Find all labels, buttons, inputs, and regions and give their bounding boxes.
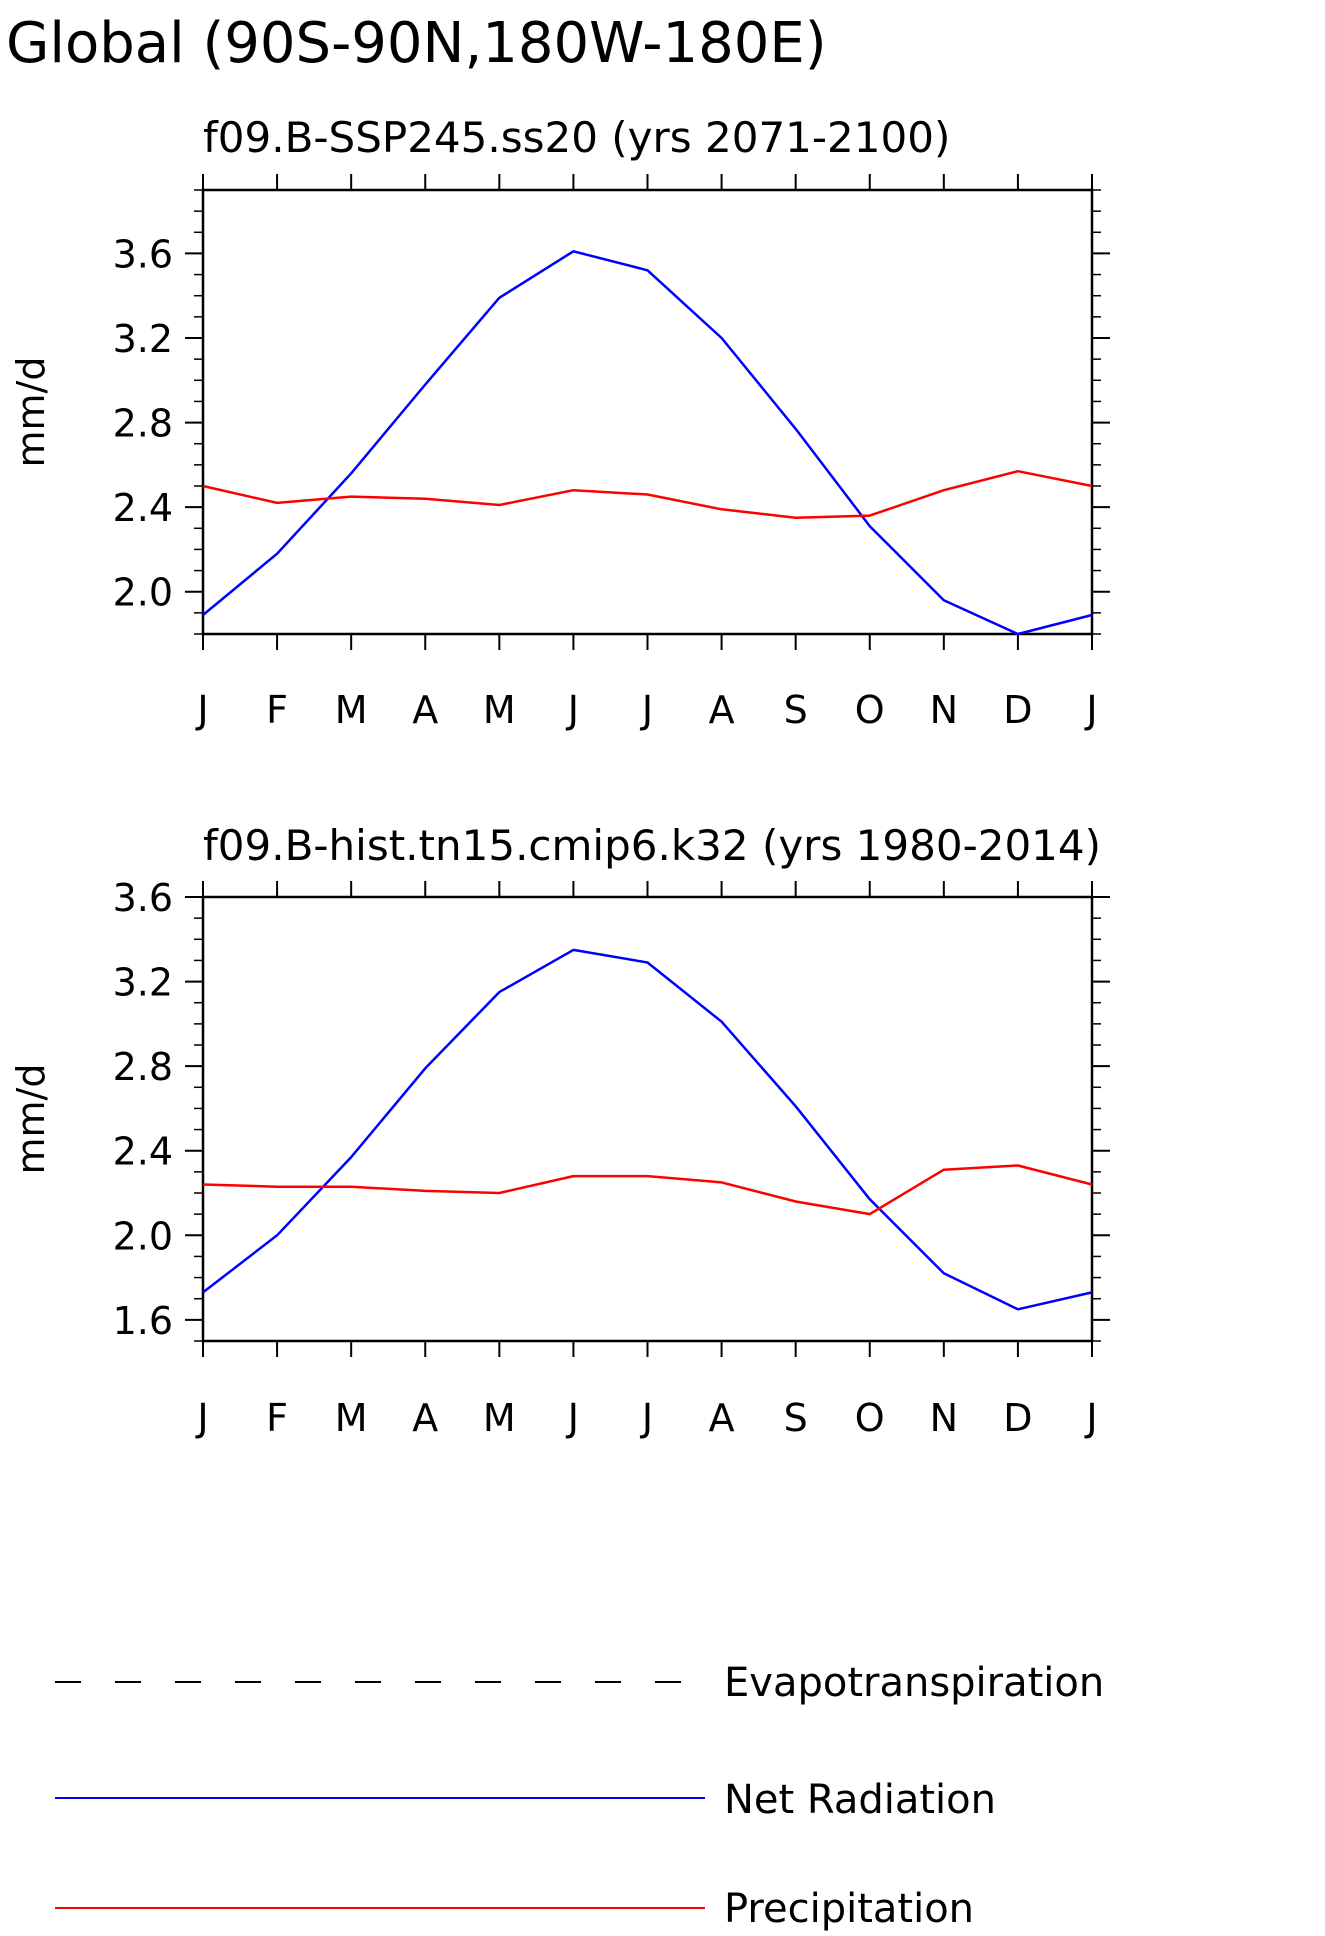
x-tick-label: N: [930, 688, 958, 732]
y-tick-label: 3.6: [113, 232, 173, 276]
x-tick-label: D: [1003, 688, 1032, 732]
chart-panel-hist: f09.B-hist.tn15.cmip6.k32 (yrs 1980-2014…: [9, 821, 1110, 1440]
series-line-precipitation: [202, 1164, 1093, 1216]
y-axis-label: mm/d: [9, 1064, 53, 1175]
x-tick-label: A: [412, 1396, 438, 1440]
y-tick-label: 2.8: [113, 1045, 173, 1089]
x-tick-label: M: [483, 688, 516, 732]
y-tick-label: 3.6: [113, 876, 173, 920]
y-tick-label: 1.6: [113, 1299, 173, 1343]
legend-label-precipitation: Precipitation: [724, 1886, 974, 1931]
panel-title: f09.B-SSP245.ss20 (yrs 2071-2100): [203, 113, 950, 162]
x-tick-label: A: [709, 1396, 735, 1440]
x-tick-label: A: [412, 688, 438, 732]
x-tick-label: M: [483, 1396, 516, 1440]
x-tick-label: O: [855, 1396, 885, 1440]
x-tick-label: J: [640, 1396, 653, 1440]
y-tick-label: 2.0: [113, 1214, 173, 1258]
y-axis-label: mm/d: [9, 357, 53, 468]
x-tick-label: F: [266, 1396, 288, 1440]
x-tick-label: J: [566, 688, 579, 732]
chart-panel-ssp245: f09.B-SSP245.ss20 (yrs 2071-2100)J F M A M J J…: [9, 113, 1110, 732]
y-tick-label: 2.4: [113, 486, 173, 530]
legend-label-net-radiation: Net Radiation: [724, 1777, 996, 1823]
x-tick-label: A: [709, 688, 735, 732]
y-tick-label: 2.4: [113, 1130, 173, 1174]
y-tick-label: 3.2: [113, 317, 173, 361]
figure-title: Global (90S-90N,180W-180E): [6, 11, 827, 76]
x-tick-label: M: [335, 688, 368, 732]
x-tick-label: J: [1084, 688, 1097, 732]
panel-title: f09.B-hist.tn15.cmip6.k32 (yrs 1980-2014…: [203, 821, 1101, 870]
x-tick-label: F: [266, 688, 288, 732]
legend-label-evapotranspiration: Evapotranspiration: [724, 1660, 1104, 1706]
x-tick-label: S: [784, 1396, 808, 1440]
x-tick-label: J: [195, 688, 208, 732]
legend: Evapotranspiration Net Radiation Precipi…: [55, 1660, 1104, 1932]
series-line-net-radiation: [202, 948, 1093, 1311]
x-tick-label: J: [566, 1396, 579, 1440]
x-tick-label: S: [784, 688, 808, 732]
x-tick-label: M: [335, 1396, 368, 1440]
y-tick-label: 2.0: [113, 571, 173, 615]
x-tick-label: J: [640, 688, 653, 732]
x-tick-label: O: [855, 688, 885, 732]
y-tick-label: 2.8: [113, 402, 173, 446]
x-tick-label: J: [195, 1396, 208, 1440]
plot-frame: [201, 188, 1094, 636]
x-tick-label: D: [1003, 1396, 1032, 1440]
series-line-net-radiation: [202, 250, 1093, 636]
y-tick-label: 3.2: [113, 961, 173, 1005]
x-tick-label: N: [930, 1396, 958, 1440]
series-line-precipitation: [202, 469, 1093, 519]
x-tick-label: J: [1084, 1396, 1097, 1440]
